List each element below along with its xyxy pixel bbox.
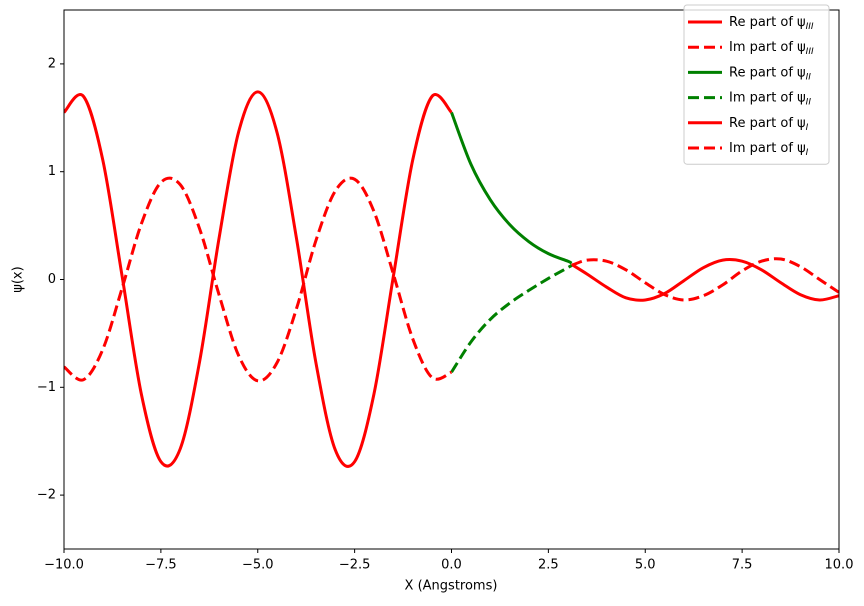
legend-box [683, 4, 830, 165]
y-tick-label: 0 [48, 272, 56, 287]
legend: Re part of ψIII Im part of ψIII Re part of… [683, 4, 830, 165]
y-tick-label: 1 [48, 164, 56, 179]
legend-label: Re part of ψIII [729, 15, 814, 32]
line [450, 264, 573, 374]
line [64, 176, 453, 383]
x-tick-label: 7.5 [732, 558, 753, 573]
x-tick-label: 2.5 [538, 558, 559, 573]
y-tick-label: 2 [48, 56, 56, 71]
x-tick-label: 10.0 [825, 558, 854, 573]
legend-label: Im part of ψIII [729, 40, 814, 57]
x-tick-label: 0.0 [441, 558, 462, 573]
legend-label: Im part of ψII [729, 90, 811, 107]
x-tick-label: −5.0 [242, 558, 274, 573]
x-tick-label: 5.0 [635, 558, 656, 573]
legend-label: Re part of ψII [729, 65, 811, 82]
x-tick-label: −2.5 [339, 558, 371, 573]
x-tick-label: −10.0 [44, 558, 84, 573]
y-tick-label: −1 [37, 380, 56, 395]
x-tick-label: −7.5 [145, 558, 177, 573]
y-tick-label: −2 [37, 488, 56, 503]
x-axis-label: X (Angstroms) [405, 579, 498, 594]
legend-label: Im part of ψI [729, 141, 809, 158]
legend-label: Re part of ψI [729, 115, 809, 132]
line [570, 258, 839, 302]
plot-area [64, 90, 839, 468]
y-axis-label: ψ(x) [11, 266, 26, 292]
line [64, 90, 453, 468]
line [450, 111, 573, 265]
line [571, 257, 839, 302]
